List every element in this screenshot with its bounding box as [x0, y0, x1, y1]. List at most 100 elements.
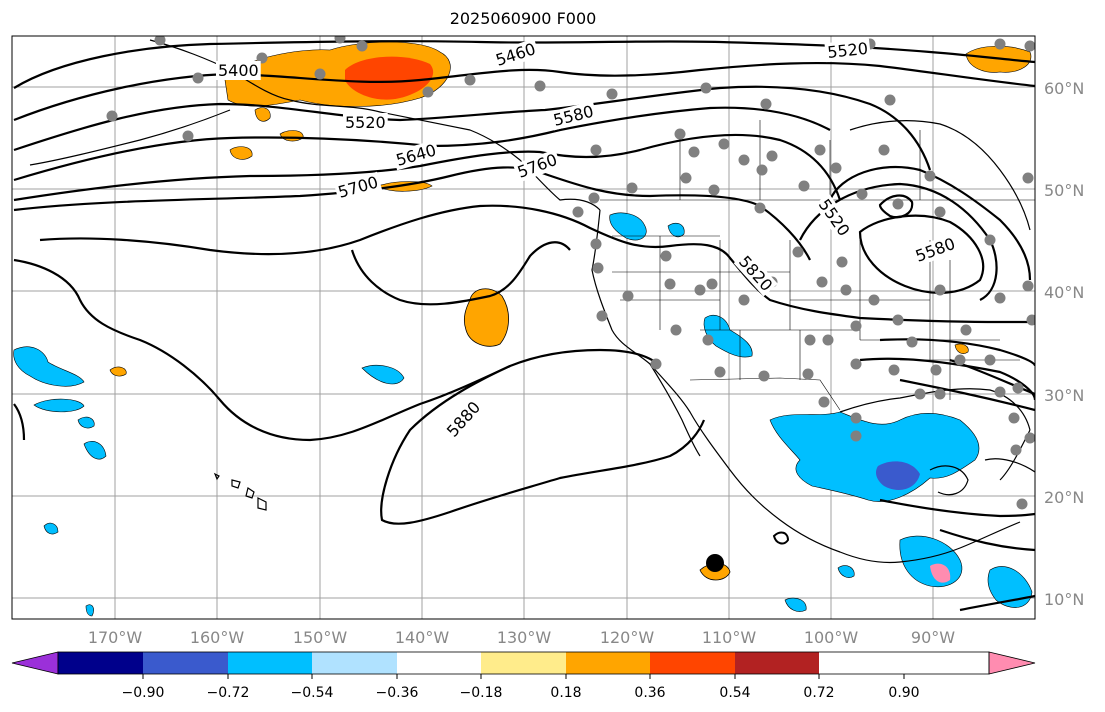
station-dot — [596, 310, 608, 322]
station-dot — [892, 198, 904, 210]
station-markers — [106, 36, 1035, 510]
colorbar-tick-label: −0.18 — [460, 685, 503, 701]
map-title: 2025060900 F000 — [449, 9, 597, 28]
colorbar-segment — [312, 652, 397, 674]
colorbar-tick-label: 0.72 — [803, 685, 834, 701]
lon-label: 110°W — [702, 628, 757, 647]
station-dot — [1012, 382, 1024, 394]
lon-label: 170°W — [88, 628, 143, 647]
station-dot — [670, 324, 682, 336]
contour-label-bg — [333, 171, 383, 203]
station-dot — [802, 368, 814, 380]
station-dot — [836, 256, 848, 268]
station-dot — [650, 358, 662, 370]
station-dot — [878, 144, 890, 156]
lat-label: 50°N — [1044, 181, 1084, 200]
station-dot — [714, 366, 726, 378]
station-dot — [914, 388, 926, 400]
station-dot — [984, 354, 996, 366]
station-dot — [422, 86, 434, 98]
colorbar-extend-high — [988, 651, 1036, 675]
colorbar-tick-label: −0.90 — [122, 685, 165, 701]
political-borders — [600, 120, 1035, 411]
station-dot — [868, 294, 880, 306]
station-dot — [680, 172, 692, 184]
station-dot — [850, 412, 862, 424]
station-dot — [738, 154, 750, 166]
station-dot — [760, 98, 772, 110]
station-dot — [534, 80, 546, 92]
station-dot — [756, 164, 768, 176]
contour-label-bg — [813, 193, 855, 242]
lon-label: 150°W — [293, 628, 348, 647]
station-dot — [758, 370, 770, 382]
contour-labels: 5400 5460 5520 5520 5580 5640 5700 5760 … — [216, 38, 960, 443]
station-dot — [830, 162, 842, 174]
colorbar-tick-label: 0.90 — [888, 685, 919, 701]
station-dot — [954, 354, 966, 366]
station-dot — [822, 334, 834, 346]
colorbar: −0.90 −0.72 −0.54 −0.36 −0.18 0.18 0.36 … — [11, 651, 1036, 701]
station-dot — [1026, 314, 1035, 326]
station-dot — [754, 202, 766, 214]
station-dot — [924, 170, 936, 182]
station-dot — [906, 336, 918, 348]
colorbar-frame — [57, 651, 990, 675]
station-dot — [590, 144, 602, 156]
station-dot — [1022, 172, 1034, 184]
contour-label: 5400 — [218, 61, 259, 80]
station-dot — [994, 38, 1006, 50]
lon-label: 120°W — [600, 628, 655, 647]
station-dot — [256, 52, 268, 64]
lat-label: 40°N — [1044, 283, 1084, 302]
station-dot — [606, 88, 618, 100]
station-dot — [930, 364, 942, 376]
colorbar-segment — [481, 652, 566, 674]
station-dot — [850, 320, 862, 332]
storm-marker — [706, 554, 724, 572]
shading-negative — [13, 212, 1033, 617]
station-dot — [804, 334, 816, 346]
contour-label-bg — [343, 113, 388, 132]
colorbar-segment — [58, 652, 143, 674]
station-dot — [1024, 40, 1035, 52]
lon-label: 130°W — [497, 628, 552, 647]
station-dot — [192, 72, 204, 84]
station-dot — [660, 250, 672, 262]
station-dot — [818, 396, 830, 408]
latitude-labels: 60°N 50°N 40°N 30°N 20°N 10°N — [1044, 79, 1084, 609]
station-dot — [588, 192, 600, 204]
station-dot — [934, 284, 946, 296]
station-dot — [1022, 280, 1034, 292]
colorbar-segment — [397, 652, 481, 674]
contour-label-bg — [441, 396, 486, 443]
station-dot — [888, 364, 900, 376]
colorbar-tick-label: −0.36 — [376, 685, 419, 701]
lat-label: 10°N — [1044, 590, 1084, 609]
station-dot — [622, 290, 634, 302]
station-dot — [984, 234, 996, 246]
station-dot — [334, 36, 346, 44]
station-dot — [934, 206, 946, 218]
lon-label: 140°W — [395, 628, 450, 647]
colorbar-segment — [143, 652, 228, 674]
station-dot — [814, 144, 826, 156]
station-dot — [706, 278, 718, 290]
station-dot — [1008, 412, 1020, 424]
station-dot — [702, 334, 714, 346]
station-dot — [464, 74, 476, 86]
station-dot — [1010, 444, 1022, 456]
station-dot — [590, 238, 602, 250]
colorbar-segment — [650, 652, 735, 674]
colorbar-segment — [735, 652, 819, 674]
lat-label: 20°N — [1044, 488, 1084, 507]
station-dot — [798, 180, 810, 192]
map-frame — [11, 35, 1036, 620]
colorbar-tick-label: 0.36 — [634, 685, 665, 701]
station-dot — [674, 128, 686, 140]
colorbar-tick-label: 0.18 — [550, 685, 581, 701]
contour-label: 5520 — [345, 113, 386, 132]
station-dot — [994, 292, 1006, 304]
contour-label-bg — [824, 38, 871, 63]
station-dot — [154, 36, 166, 46]
